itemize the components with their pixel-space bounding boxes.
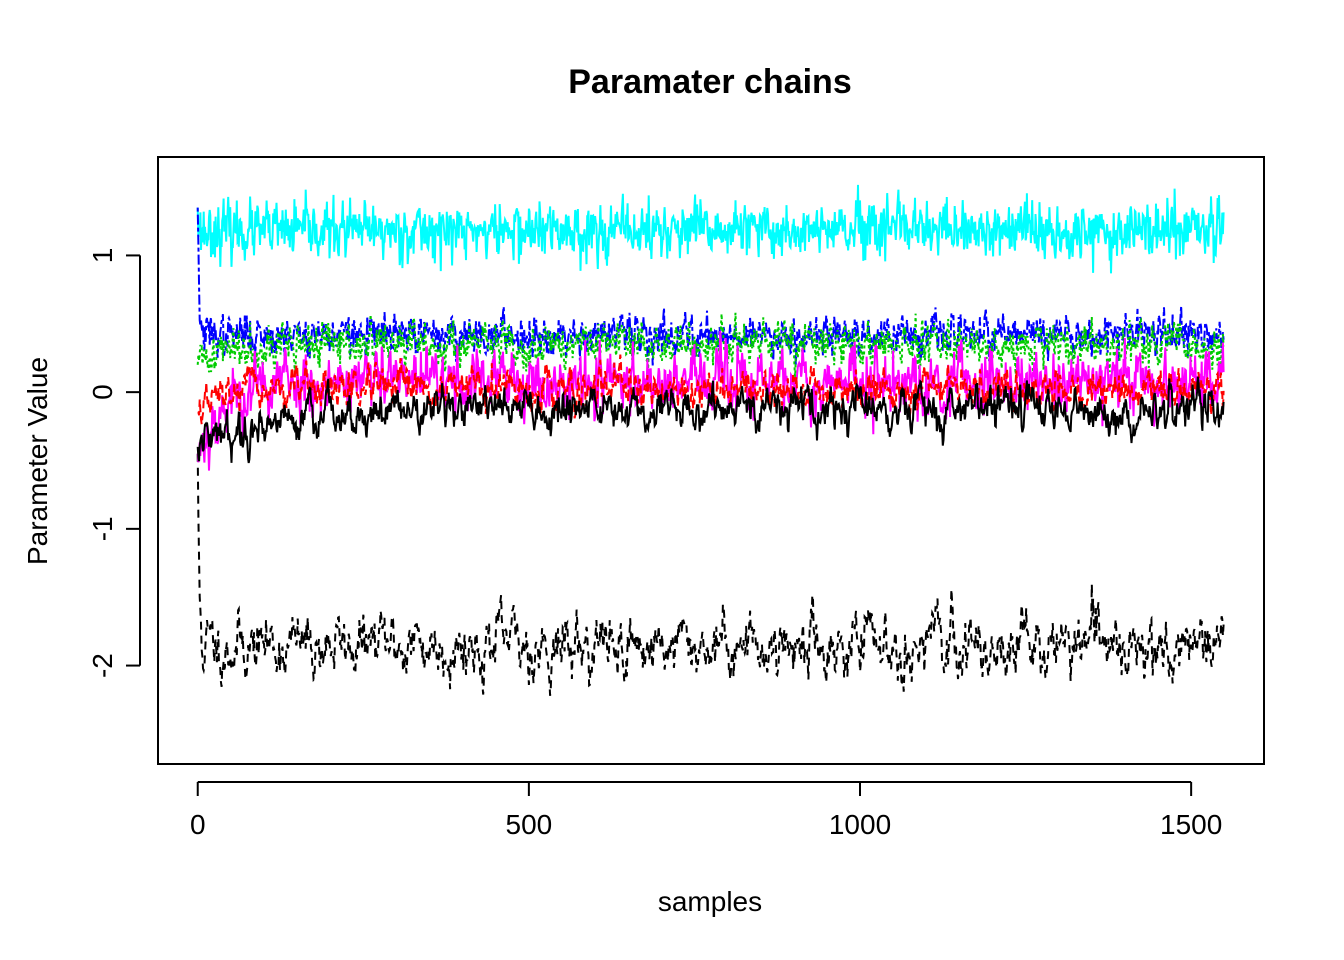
series-line-1 xyxy=(196,453,1225,696)
x-axis-label: samples xyxy=(658,886,762,917)
plot-box xyxy=(157,156,1265,765)
y-axis-label: Parameter Value xyxy=(22,357,53,565)
y-tick-label: 1 xyxy=(87,248,118,264)
x-tick-label: 1000 xyxy=(829,809,891,840)
series-line-2 xyxy=(196,184,1225,274)
chart-title: Paramater chains xyxy=(568,63,852,101)
series-line-6 xyxy=(197,354,1225,425)
series-line-4 xyxy=(196,312,1225,380)
y-tick-label: -2 xyxy=(87,653,118,678)
x-tick-label: 500 xyxy=(506,809,553,840)
x-tick-label: 0 xyxy=(190,809,206,840)
series-line-7 xyxy=(196,376,1225,464)
y-tick-label: -1 xyxy=(87,516,118,541)
y-tick-label: 0 xyxy=(87,384,118,400)
x-tick-label: 1500 xyxy=(1160,809,1222,840)
series-layer xyxy=(196,184,1225,696)
y-axis: -2 -1 0 1 xyxy=(87,248,141,678)
x-axis: 0 500 1000 1500 xyxy=(190,781,1222,840)
